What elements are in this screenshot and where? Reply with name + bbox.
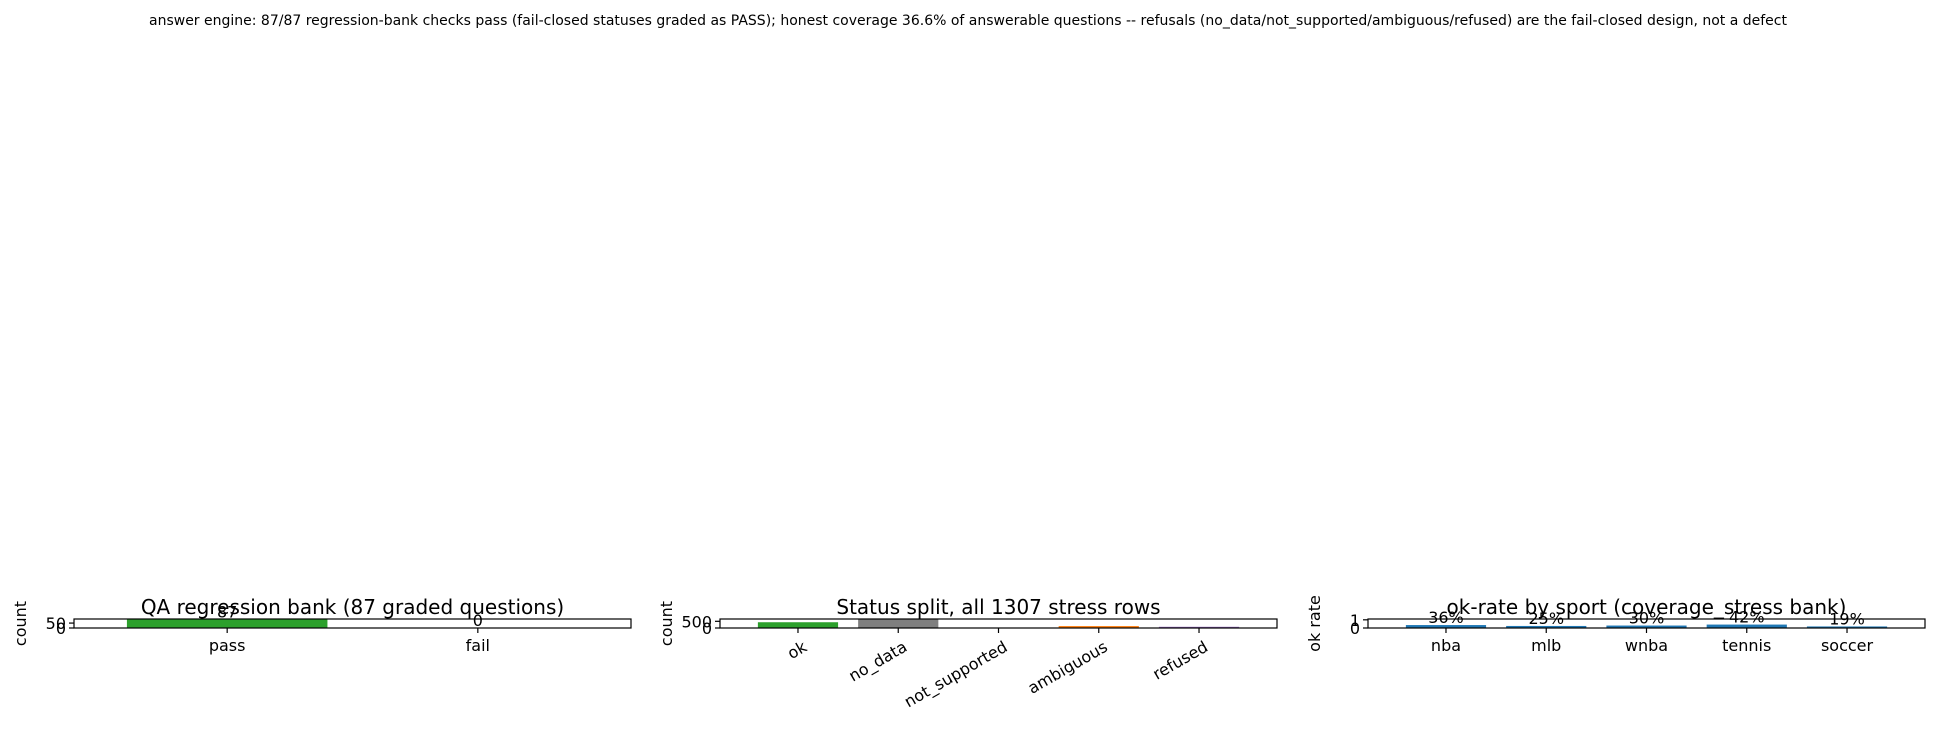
bar-ok (757, 622, 839, 628)
x-tick-label-tennis: tennis (1722, 636, 1771, 655)
chart-title: QA regression bank (87 graded questions) (141, 595, 564, 619)
x-tick-label-mlb: mlb (1531, 636, 1561, 655)
chart-title: Status split, all 1307 stress rows (836, 595, 1160, 619)
chart-title: ok-rate by sport (coverage_stress bank) (1447, 595, 1847, 619)
data-label-fail: 0 (473, 611, 483, 630)
data-label-wnba: 30% (1629, 609, 1665, 628)
y-axis-label: count (657, 601, 676, 646)
bar-refused (1158, 626, 1240, 628)
y-tick-label-500: 500 (681, 612, 712, 631)
chart-panel-ok-rate-by-sport: 36% 25% 30% 42% 19% nba mlb wnba tennis soccer 01 o… (1305, 595, 1926, 655)
bar-nba (1405, 625, 1487, 628)
y-tick-label-1: 1 (1350, 611, 1360, 630)
figure-suptitle: answer engine: 87/87 regression-bank che… (149, 13, 1787, 29)
x-tick-label-refused: refused (1149, 637, 1211, 684)
data-label-tennis: 42% (1729, 608, 1765, 627)
y-tick-label-50: 50 (46, 614, 66, 633)
y-tick-label-0: 0 (1350, 619, 1360, 638)
y-axis-label: count (11, 601, 30, 646)
x-tick-label-ambiguous: ambiguous (1025, 637, 1111, 698)
bar-no-data (858, 619, 939, 628)
y-tick-label-0: 0 (56, 619, 66, 638)
bar-soccer (1806, 626, 1888, 628)
data-label-nba: 36% (1428, 608, 1464, 627)
x-tick-label-soccer: soccer (1821, 636, 1874, 655)
x-tick-label-pass: pass (209, 636, 246, 655)
x-tick-label-ok: ok (784, 637, 811, 663)
x-tick-label-fail: fail (466, 636, 490, 655)
x-tick-label-nba: nba (1431, 636, 1461, 655)
data-label-soccer: 19% (1829, 609, 1865, 628)
data-label-pass: 87 (217, 602, 237, 621)
y-tick-label-0: 0 (702, 619, 712, 638)
data-label-mlb: 25% (1528, 609, 1564, 628)
x-tick-label-wnba: wnba (1625, 636, 1668, 655)
y-axis-label: ok rate (1305, 595, 1324, 652)
bar-tennis (1706, 624, 1787, 628)
bar-ambiguous (1058, 626, 1139, 628)
bar-wnba (1606, 625, 1687, 628)
x-tick-label-no-data: no_data (845, 637, 910, 686)
bar-pass (126, 619, 328, 628)
bar-mlb (1506, 625, 1587, 628)
x-tick-label-not-supported: not_supported (901, 637, 1011, 712)
